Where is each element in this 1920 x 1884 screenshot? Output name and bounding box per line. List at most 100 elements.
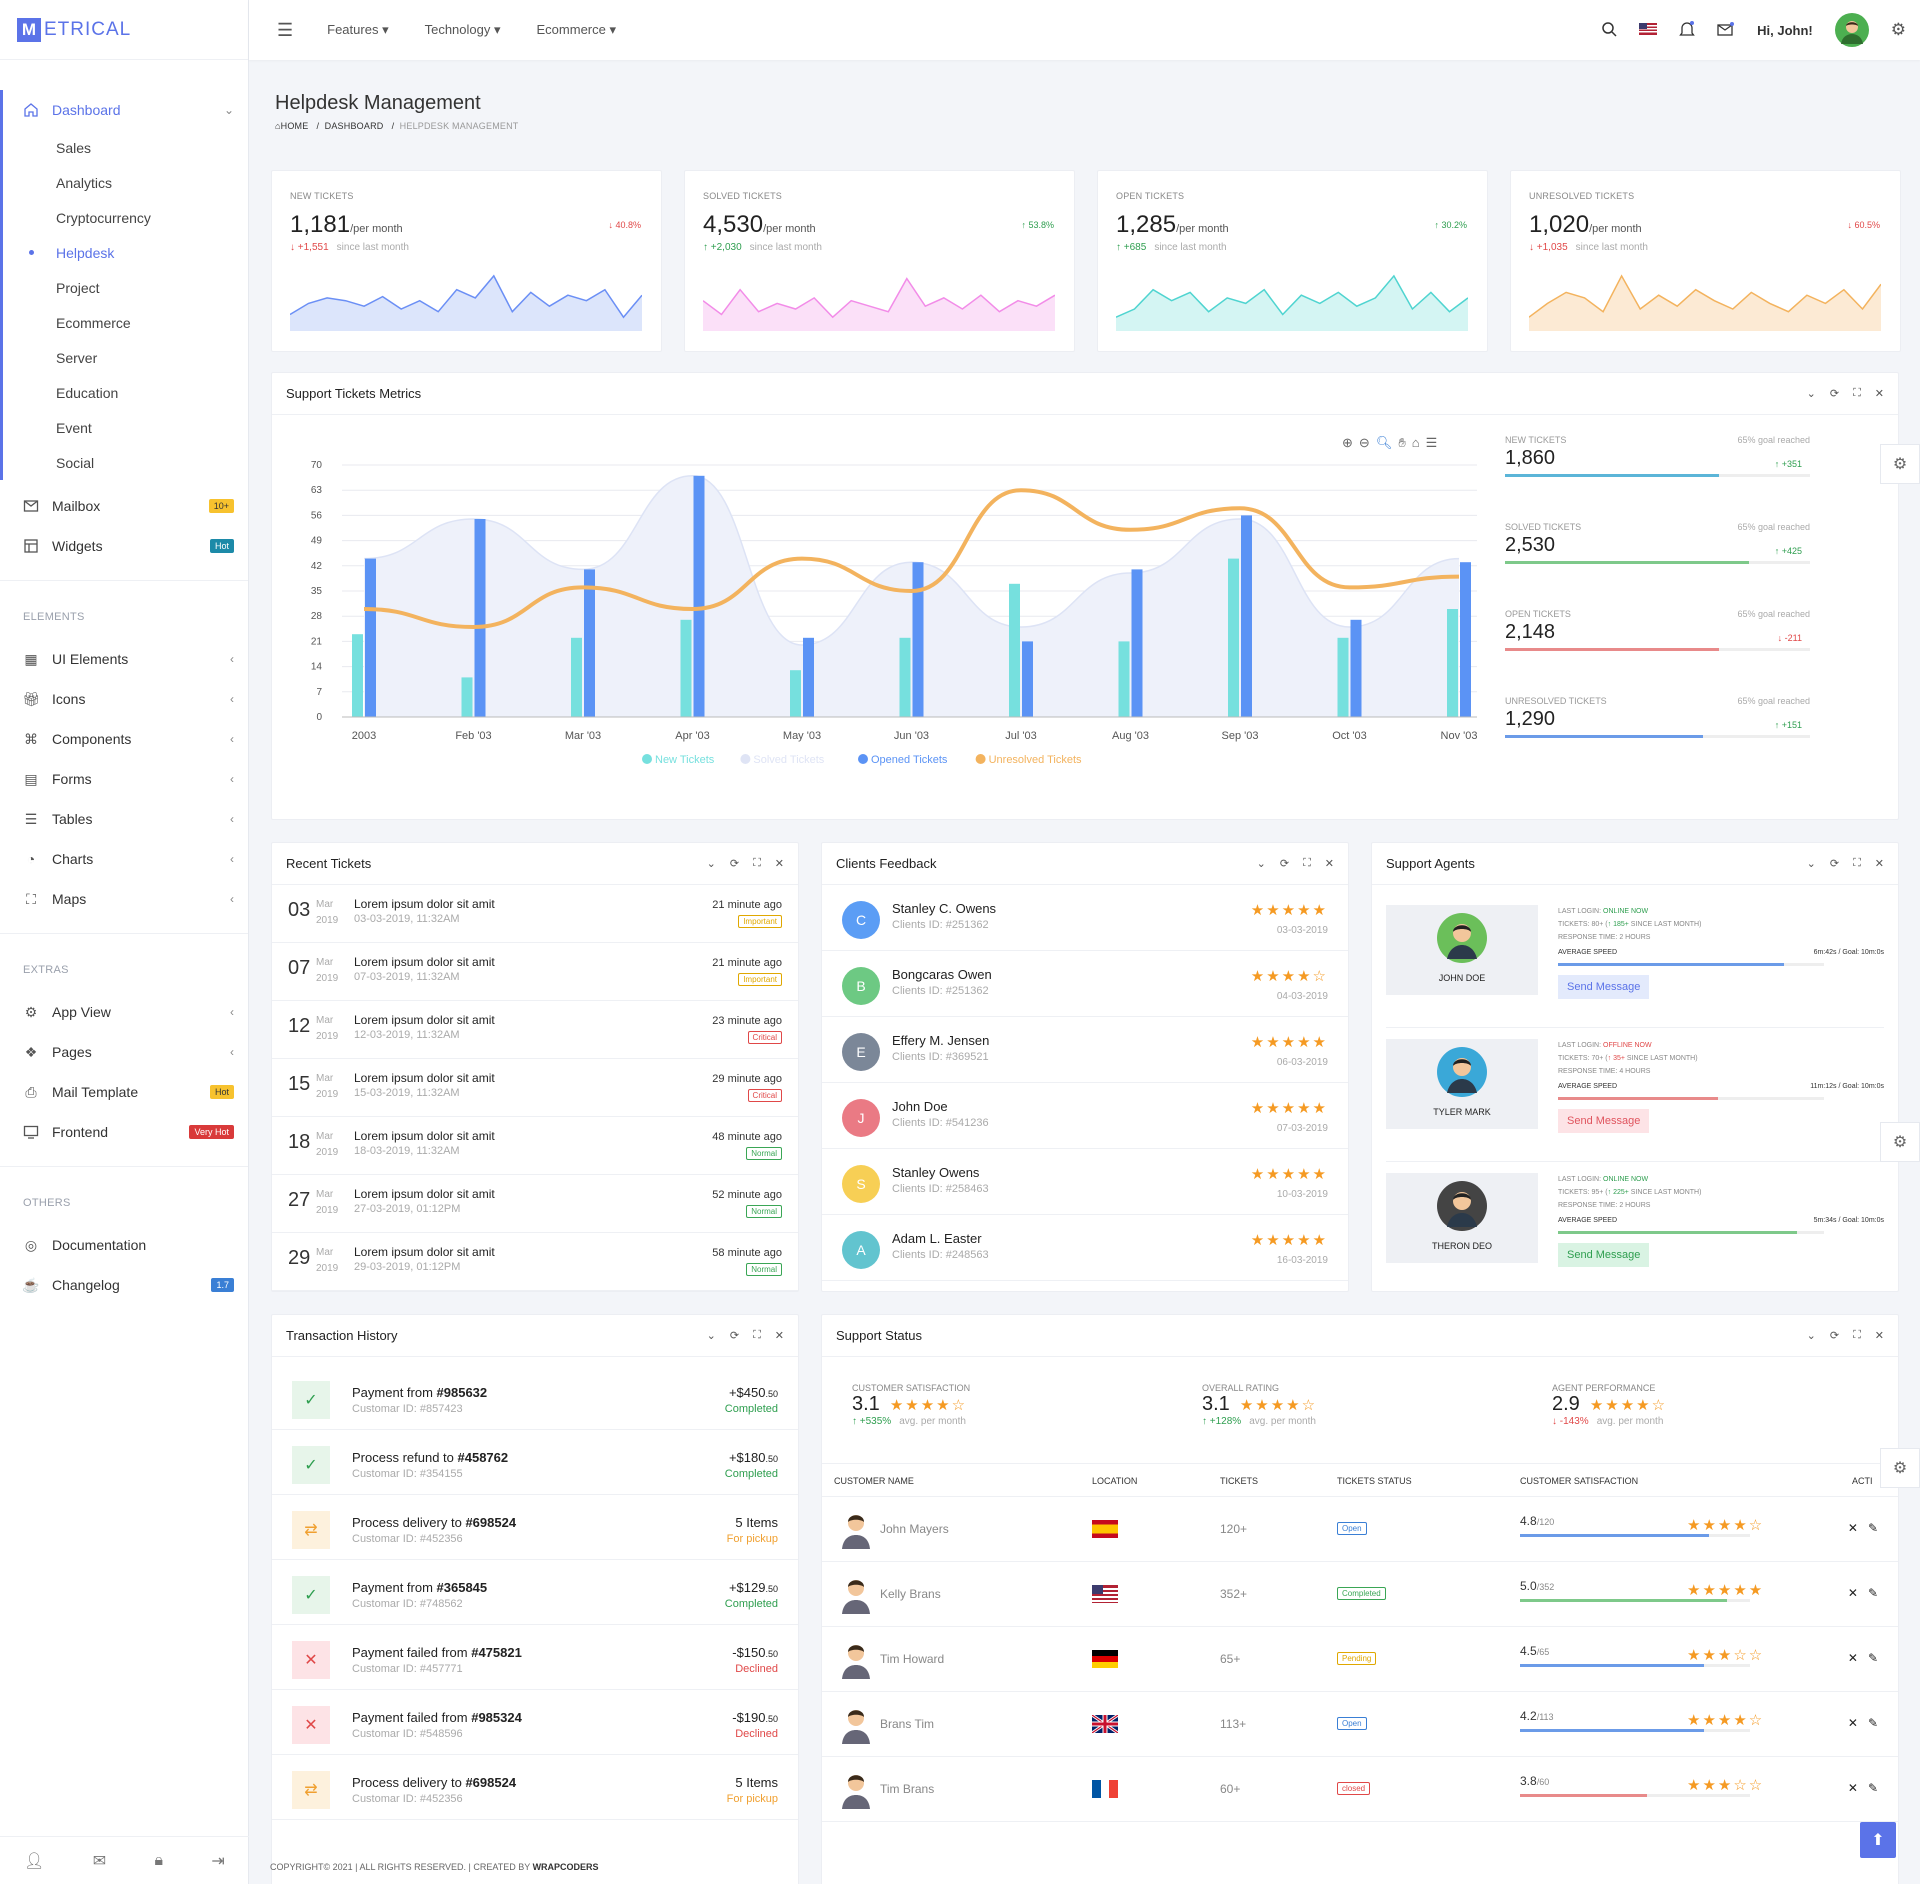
sidebar-item-mail-template[interactable]: ⎙ Mail Template Hot xyxy=(0,1072,248,1112)
sidebar-item-maps[interactable]: ⛶ Maps ‹ xyxy=(0,879,248,919)
expand-icon[interactable]: ⛶ xyxy=(1853,1329,1861,1341)
ticket-row[interactable]: 12 Mar 2019 Lorem ipsum dolor sit amit 12-03… xyxy=(272,1001,798,1059)
bar-new-tickets[interactable] xyxy=(1447,609,1458,717)
mail-icon[interactable]: ✉ xyxy=(92,1852,107,1870)
bar-opened-tickets[interactable] xyxy=(1241,515,1252,717)
breadcrumb-dashboard[interactable]: DASHBOARD xyxy=(324,121,384,131)
table-row[interactable]: Kelly Brans 352+ Completed 5.0/352 ★★★★★ ✕✎ xyxy=(822,1562,1898,1627)
sidebar-item-changelog[interactable]: ☕ Changelog 1.7 xyxy=(0,1265,248,1305)
logout-icon[interactable]: ⇥ xyxy=(211,1852,225,1870)
sidebar-subitem-sales[interactable]: Sales xyxy=(56,139,92,156)
refresh-icon[interactable]: ⟳ xyxy=(1279,858,1290,870)
close-icon[interactable]: ✕ xyxy=(1874,1330,1884,1342)
edit-icon[interactable]: ✎ xyxy=(1867,1781,1888,1795)
settings-gear-icon[interactable]: ⚙ xyxy=(1890,20,1906,39)
bar-opened-tickets[interactable] xyxy=(912,562,924,717)
chevron-down-icon[interactable]: ⌄ xyxy=(706,1330,716,1342)
breadcrumb-home[interactable]: HOME xyxy=(280,121,309,131)
table-row[interactable]: Tim Brans 60+ closed 3.8/60 ★★★☆☆ ✕✎ xyxy=(822,1757,1898,1822)
menu-toggle-icon[interactable]: ☰ xyxy=(277,19,294,40)
table-row[interactable]: Tim Howard 65+ Pending 4.5/65 ★★★☆☆ ✕✎ xyxy=(822,1627,1898,1692)
table-row[interactable]: John Mayers 120+ Open 4.8/120 ★★★★☆ ✕✎ xyxy=(822,1497,1898,1562)
close-icon[interactable]: ✕ xyxy=(1874,388,1884,400)
settings-gear-icon[interactable]: ⚙ xyxy=(1880,1122,1920,1162)
refresh-icon[interactable]: ⟳ xyxy=(729,1330,740,1342)
feedback-row[interactable]: J John Doe Clients ID: #541236 ★★★★★ 07-03-2… xyxy=(822,1083,1348,1149)
feedback-row[interactable]: S Stanley Owens Clients ID: #258463 ★★★★★ 10… xyxy=(822,1149,1348,1215)
settings-gear-icon[interactable]: ⚙ xyxy=(1880,444,1920,484)
sidebar-item-dashboard[interactable]: Dashboard ⌄ xyxy=(3,90,248,130)
bar-new-tickets[interactable] xyxy=(1118,641,1130,717)
transaction-row[interactable]: ⇄ Process delivery to #698524 Customar ID:… xyxy=(272,1495,798,1560)
reset-home-icon[interactable]: ⌂ xyxy=(1411,435,1420,450)
bar-opened-tickets[interactable] xyxy=(365,558,376,717)
brand-logo[interactable]: M ETRICAL xyxy=(0,0,248,60)
expand-icon[interactable]: ⛶ xyxy=(753,1329,761,1341)
bar-opened-tickets[interactable] xyxy=(693,475,705,717)
ticket-row[interactable]: 07 Mar 2019 Lorem ipsum dolor sit amit 07-03… xyxy=(272,943,798,1001)
bar-new-tickets[interactable] xyxy=(571,637,582,717)
footer-brand[interactable]: WRAPCODERS xyxy=(532,1862,599,1872)
us-flag-icon[interactable] xyxy=(1639,22,1658,38)
edit-icon[interactable]: ✎ xyxy=(1867,1586,1888,1600)
sidebar-item-documentation[interactable]: ◎ Documentation xyxy=(0,1225,248,1265)
topmenu-technology[interactable]: Technology ▾ xyxy=(424,22,501,37)
zoom-out-icon[interactable]: ⊖ xyxy=(1358,435,1370,450)
bar-new-tickets[interactable] xyxy=(1228,558,1239,717)
sidebar-item-mailbox[interactable]: Mailbox 10+ xyxy=(0,486,248,526)
sidebar-item-app-view[interactable]: ⚙ App View ‹ xyxy=(0,992,248,1032)
lock-icon[interactable]: 🔒︎ xyxy=(154,1851,164,1869)
sidebar-subitem-project[interactable]: Project xyxy=(56,279,100,296)
bar-opened-tickets[interactable] xyxy=(1350,619,1362,717)
pan-icon[interactable]: ✋︎ xyxy=(1398,435,1406,450)
expand-icon[interactable]: ⛶ xyxy=(1853,857,1861,869)
sidebar-item-widgets[interactable]: Widgets Hot xyxy=(0,526,248,566)
bar-opened-tickets[interactable] xyxy=(584,569,595,717)
bar-new-tickets[interactable] xyxy=(1337,637,1349,717)
delete-icon[interactable]: ✕ xyxy=(1847,1521,1868,1535)
refresh-icon[interactable]: ⟳ xyxy=(1829,388,1840,400)
transaction-row[interactable]: ✕ Payment failed from #985324 Customar ID:… xyxy=(272,1690,798,1755)
expand-icon[interactable]: ⛶ xyxy=(1853,387,1861,399)
delete-icon[interactable]: ✕ xyxy=(1847,1586,1868,1600)
sidebar-subitem-cryptocurrency[interactable]: Cryptocurrency xyxy=(56,209,151,226)
bell-icon[interactable] xyxy=(1679,20,1695,41)
bar-opened-tickets[interactable] xyxy=(803,637,814,717)
search-icon[interactable] xyxy=(1601,21,1617,40)
chevron-down-icon[interactable]: ⌄ xyxy=(1806,1330,1816,1342)
expand-icon[interactable]: ⛶ xyxy=(1303,857,1311,869)
sidebar-subitem-event[interactable]: Event xyxy=(56,419,92,436)
sidebar-subitem-server[interactable]: Server xyxy=(56,349,98,366)
bar-new-tickets[interactable] xyxy=(352,634,363,717)
refresh-icon[interactable]: ⟳ xyxy=(1829,1330,1840,1342)
sidebar-item-forms[interactable]: ▤ Forms ‹ xyxy=(0,759,248,799)
ticket-row[interactable]: 15 Mar 2019 Lorem ipsum dolor sit amit 15-03… xyxy=(272,1059,798,1117)
sidebar-item-pages[interactable]: ❖ Pages ‹ xyxy=(0,1032,248,1072)
topmenu-features[interactable]: Features ▾ xyxy=(327,22,389,37)
refresh-icon[interactable]: ⟳ xyxy=(1829,858,1840,870)
settings-gear-icon[interactable]: ⚙ xyxy=(1880,1448,1920,1488)
avatar[interactable] xyxy=(1834,13,1869,47)
chevron-down-icon[interactable]: ⌄ xyxy=(706,858,716,870)
topmenu-ecommerce[interactable]: Ecommerce ▾ xyxy=(536,22,617,37)
envelope-icon[interactable] xyxy=(1717,21,1735,40)
edit-icon[interactable]: ✎ xyxy=(1867,1521,1888,1535)
bar-new-tickets[interactable] xyxy=(790,670,801,717)
feedback-row[interactable]: E Effery M. Jensen Clients ID: #369521 ★★★★… xyxy=(822,1017,1348,1083)
delete-icon[interactable]: ✕ xyxy=(1847,1781,1868,1795)
ticket-row[interactable]: 03 Mar 2019 Lorem ipsum dolor sit amit 03-03… xyxy=(272,885,798,943)
edit-icon[interactable]: ✎ xyxy=(1867,1651,1888,1665)
bar-opened-tickets[interactable] xyxy=(474,519,486,717)
zoom-select-icon[interactable]: 🔍︎ xyxy=(1375,435,1393,450)
bar-new-tickets[interactable] xyxy=(461,677,473,717)
legend-label[interactable]: Solved Tickets xyxy=(753,754,824,766)
refresh-icon[interactable]: ⟳ xyxy=(729,858,740,870)
sidebar-subitem-analytics[interactable]: Analytics xyxy=(56,174,113,191)
close-icon[interactable]: ✕ xyxy=(774,1330,784,1342)
ticket-row[interactable]: 27 Mar 2019 Lorem ipsum dolor sit amit 27-03… xyxy=(272,1175,798,1233)
sidebar-subitem-social[interactable]: Social xyxy=(56,454,95,471)
feedback-row[interactable]: A Adam L. Easter Clients ID: #248563 ★★★★★ 1… xyxy=(822,1215,1348,1281)
legend-label[interactable]: New Tickets xyxy=(655,754,715,766)
send-message-button[interactable]: Send Message xyxy=(1558,1109,1650,1133)
expand-icon[interactable]: ⛶ xyxy=(753,857,761,869)
